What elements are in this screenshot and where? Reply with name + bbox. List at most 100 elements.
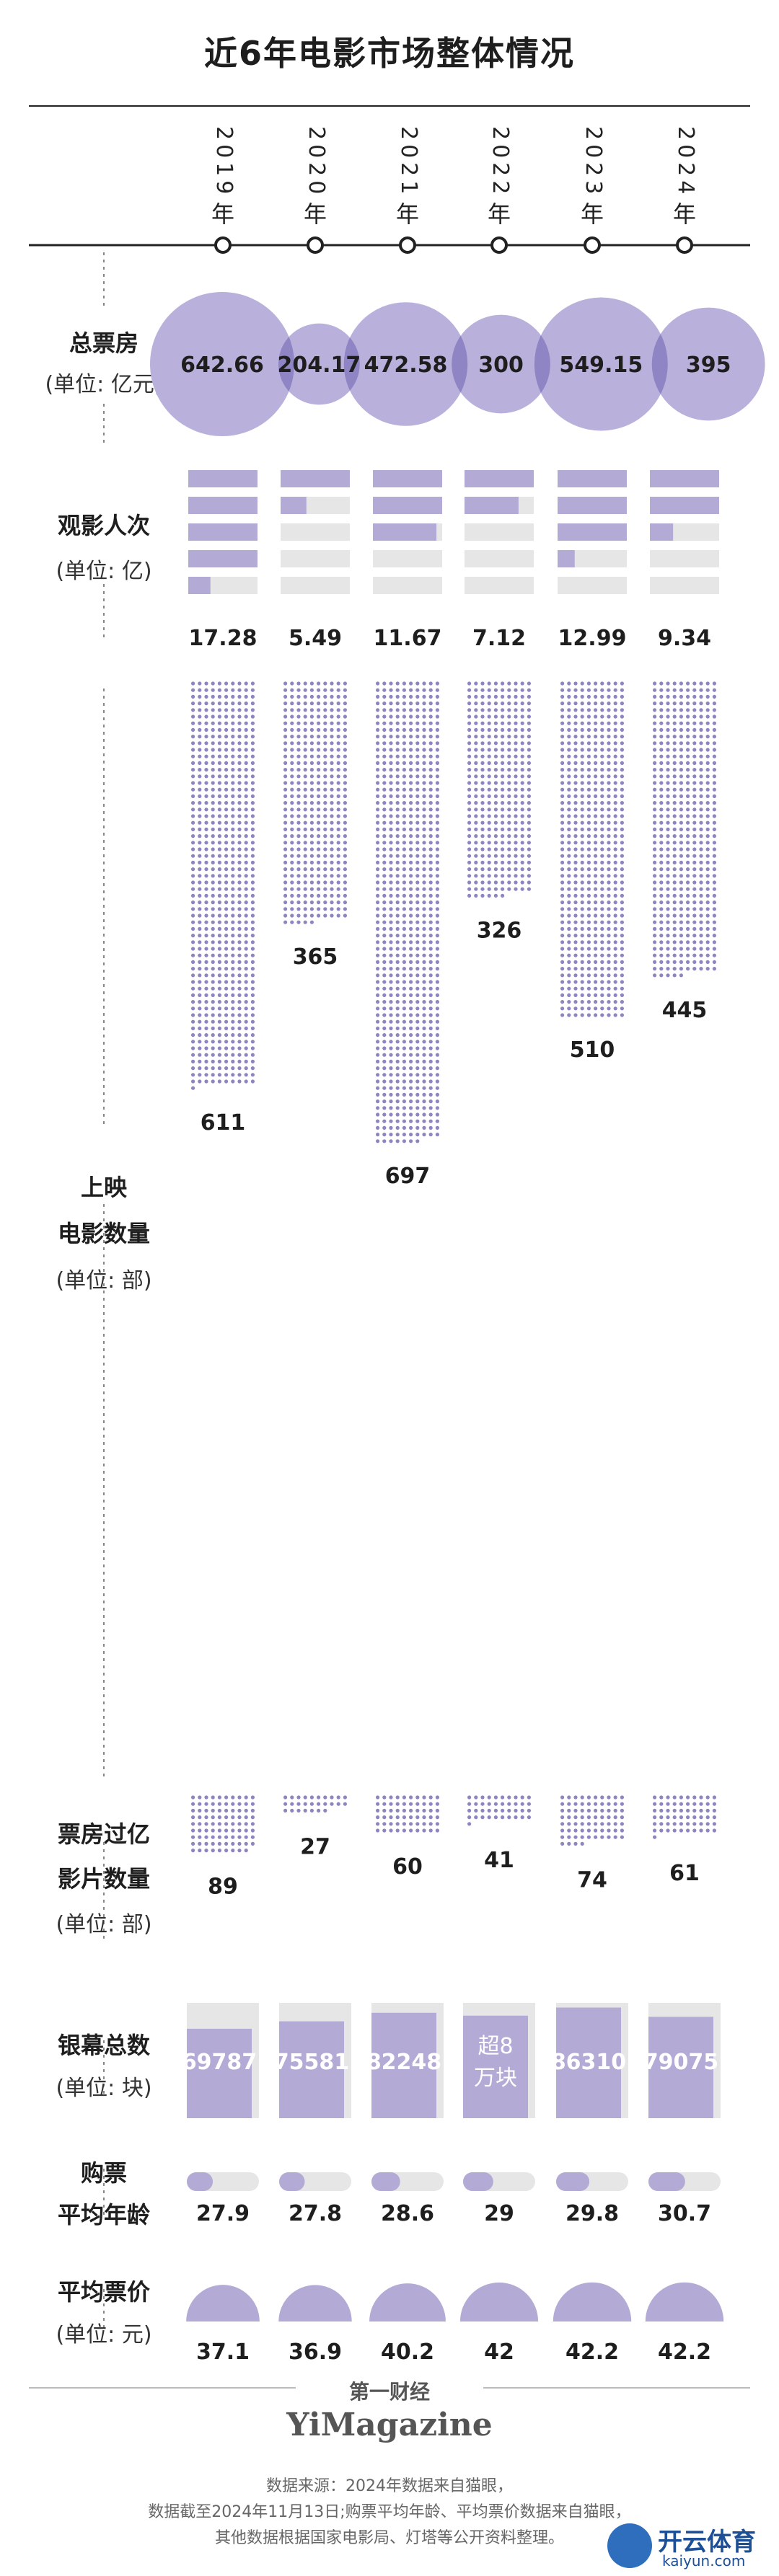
releases-dot <box>527 721 532 725</box>
releases-dot <box>600 754 604 758</box>
releases-dot <box>330 854 334 858</box>
releases-dot <box>296 920 301 924</box>
releases-dot <box>666 926 670 931</box>
releases-dot <box>527 681 532 686</box>
releases-dot <box>613 774 617 779</box>
releases-dot <box>672 887 677 891</box>
releases-dot <box>244 880 248 885</box>
billion-films-dot <box>699 1808 703 1813</box>
releases-dot <box>191 973 195 978</box>
releases-dot <box>692 754 697 758</box>
releases-dot <box>699 860 703 864</box>
releases-dot <box>659 681 664 686</box>
releases-dot <box>507 787 511 792</box>
releases-dot <box>567 814 571 818</box>
releases-dot <box>382 1119 387 1123</box>
releases-dot <box>224 807 229 812</box>
releases-dot <box>283 701 288 706</box>
releases-dot <box>428 701 433 706</box>
box-office-value: 204.17 <box>277 353 361 378</box>
releases-dot <box>402 1106 407 1110</box>
releases-dot <box>428 721 433 725</box>
releases-dot <box>613 980 617 984</box>
releases-dot <box>422 980 426 984</box>
box-office-bubble <box>278 323 360 405</box>
releases-dot <box>402 913 407 918</box>
releases-dot <box>712 820 717 825</box>
releases-dot <box>395 1139 400 1143</box>
releases-dot <box>573 774 578 779</box>
releases-dot <box>428 774 433 779</box>
releases-dot <box>435 708 440 712</box>
releases-dot <box>191 847 195 851</box>
releases-dot <box>376 727 380 732</box>
releases-dot <box>567 1006 571 1011</box>
releases-dot <box>224 947 229 951</box>
releases-dot <box>250 973 255 978</box>
releases-dot <box>415 1086 420 1090</box>
releases-dot <box>415 701 420 706</box>
releases-dot <box>402 1033 407 1037</box>
releases-dot <box>283 920 288 924</box>
releases-dot <box>607 834 611 838</box>
releases-dot <box>594 967 598 971</box>
admissions-bar <box>558 523 627 541</box>
billion-films-dot <box>573 1841 578 1846</box>
releases-dot <box>191 960 195 964</box>
releases-dot <box>395 860 400 864</box>
releases-dot <box>409 1119 413 1123</box>
releases-dot <box>191 787 195 792</box>
releases-dot <box>679 847 684 851</box>
releases-dot <box>402 907 407 911</box>
releases-dot <box>317 847 321 851</box>
releases-dot <box>402 781 407 785</box>
releases-dot <box>659 920 664 924</box>
releases-dot <box>336 794 340 798</box>
admissions-bar <box>465 497 519 514</box>
releases-dot <box>507 688 511 692</box>
releases-dot <box>613 735 617 739</box>
releases-dot <box>198 1079 202 1084</box>
releases-dot <box>211 893 215 898</box>
releases-dot <box>428 1000 433 1004</box>
releases-dot <box>594 787 598 792</box>
releases-dot <box>527 754 532 758</box>
releases-dot <box>382 761 387 765</box>
releases-dot <box>527 774 532 779</box>
releases-dot <box>580 827 584 831</box>
releases-dot <box>343 714 347 719</box>
releases-dot <box>567 688 571 692</box>
releases-dot <box>296 807 301 812</box>
releases-dot <box>283 807 288 812</box>
releases-dot <box>474 727 478 732</box>
year-marker <box>676 236 693 254</box>
releases-dot <box>343 860 347 864</box>
releases-dot <box>409 834 413 838</box>
billion-films-dot <box>389 1828 393 1833</box>
releases-dot <box>389 960 393 964</box>
releases-dot <box>395 967 400 971</box>
releases-dot <box>224 980 229 984</box>
releases-dot <box>493 854 498 858</box>
releases-dot <box>613 841 617 845</box>
releases-dot <box>409 1125 413 1130</box>
releases-dot <box>594 701 598 706</box>
releases-dot <box>204 913 208 918</box>
releases-dot <box>395 880 400 885</box>
releases-dot <box>467 814 472 818</box>
releases-dot <box>620 926 625 931</box>
releases-dot <box>699 854 703 858</box>
releases-dot <box>594 940 598 944</box>
releases-dot <box>620 893 625 898</box>
releases-dot <box>224 1059 229 1063</box>
releases-dot <box>620 681 625 686</box>
releases-dot <box>586 860 591 864</box>
billion-films-dot <box>204 1841 208 1846</box>
releases-dot <box>679 787 684 792</box>
billion-films-dot <box>415 1815 420 1820</box>
releases-dot <box>296 847 301 851</box>
releases-dot <box>309 727 314 732</box>
releases-dot <box>586 907 591 911</box>
billion-films-dot <box>560 1808 565 1813</box>
releases-dot <box>336 741 340 745</box>
